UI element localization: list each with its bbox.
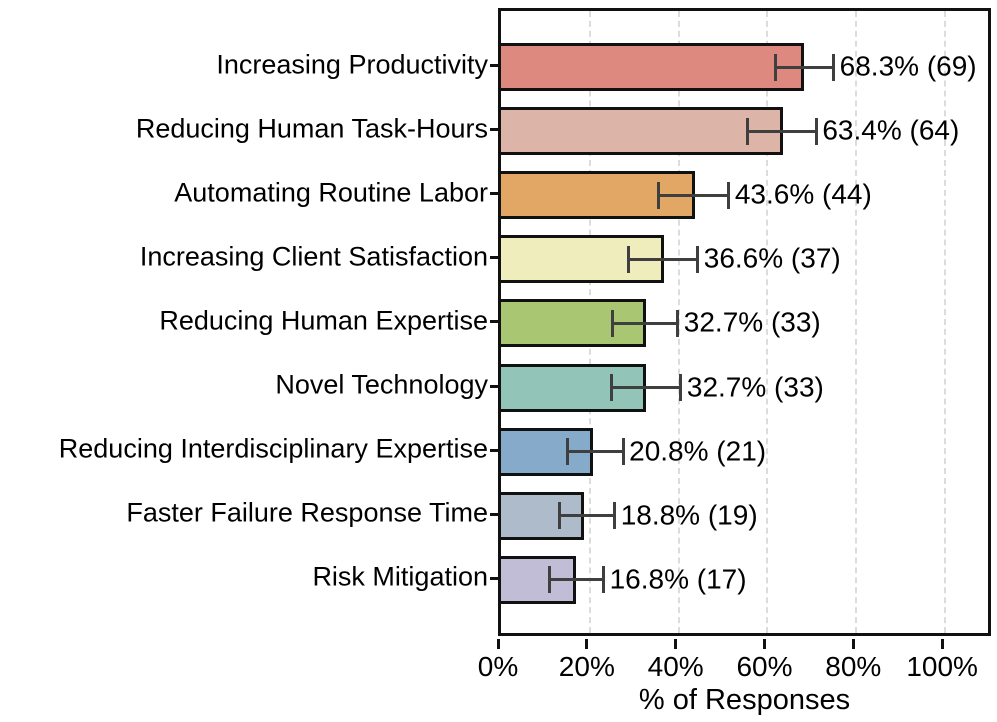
error-bar bbox=[775, 65, 834, 69]
error-bar-cap-low bbox=[746, 117, 750, 145]
bar bbox=[501, 107, 783, 156]
gridline-60 bbox=[766, 11, 769, 633]
error-bar-cap-high bbox=[676, 309, 680, 337]
y-tick-mark bbox=[490, 448, 498, 452]
plot-area: 68.3% (69) 63.4% (64) 43.6% (44) 36.6% (37)… bbox=[498, 8, 991, 636]
category-label: Increasing Productivity bbox=[216, 49, 488, 80]
x-tick-label: 60% bbox=[736, 651, 793, 682]
x-tick-mark bbox=[674, 639, 678, 649]
error-bar-cap-low bbox=[565, 438, 569, 466]
value-label: 18.8% (19) bbox=[620, 499, 758, 531]
error-bar-cap-low bbox=[610, 309, 614, 337]
category-label: Increasing Client Satisfaction bbox=[139, 241, 488, 272]
value-label: 32.7% (33) bbox=[683, 306, 821, 338]
y-tick-mark bbox=[490, 384, 498, 388]
category-label: Faster Failure Response Time bbox=[126, 497, 488, 528]
error-bar-cap-low bbox=[773, 53, 777, 81]
value-label: 68.3% (69) bbox=[839, 50, 977, 82]
x-tick-label: 0% bbox=[477, 651, 519, 682]
category-label: Automating Routine Labor bbox=[174, 177, 488, 208]
value-label: 32.7% (33) bbox=[686, 370, 824, 402]
error-bar-cap-high bbox=[814, 117, 818, 145]
value-label: 63.4% (64) bbox=[822, 114, 960, 146]
value-label: 36.6% (37) bbox=[703, 242, 841, 274]
y-tick-mark bbox=[490, 128, 498, 132]
category-label: Reducing Human Task-Hours bbox=[135, 113, 488, 144]
error-bar bbox=[559, 514, 615, 518]
x-axis-title: % of Responses bbox=[638, 684, 851, 716]
error-bar bbox=[612, 321, 678, 325]
value-label: 20.8% (21) bbox=[629, 435, 767, 467]
error-bar bbox=[658, 193, 729, 197]
x-tick-mark bbox=[940, 639, 944, 649]
category-label: Reducing Interdisciplinary Expertise bbox=[58, 433, 488, 464]
error-bar-cap-high bbox=[727, 181, 731, 209]
x-tick-mark bbox=[496, 639, 500, 649]
error-bar bbox=[628, 257, 698, 261]
y-tick-mark bbox=[490, 64, 498, 67]
x-tick-mark bbox=[851, 639, 855, 649]
error-bar-cap-high bbox=[602, 566, 606, 594]
error-bar-cap-high bbox=[832, 53, 836, 81]
error-bar-cap-high bbox=[613, 502, 617, 530]
error-bar bbox=[611, 386, 681, 389]
error-bar-cap-high bbox=[696, 245, 700, 273]
y-tick-mark bbox=[490, 256, 498, 260]
x-tick-mark bbox=[762, 639, 766, 649]
error-bar bbox=[549, 578, 604, 582]
error-bar-cap-low bbox=[657, 181, 661, 209]
error-bar-cap-low bbox=[548, 566, 552, 594]
error-bar-cap-high bbox=[679, 374, 683, 401]
error-bar-cap-low bbox=[610, 374, 614, 401]
x-tick-label: 80% bbox=[825, 651, 882, 682]
gridline-80 bbox=[855, 11, 858, 633]
x-tick-label: 40% bbox=[647, 651, 704, 682]
y-tick-mark bbox=[490, 320, 498, 324]
value-label: 16.8% (17) bbox=[609, 563, 747, 595]
x-tick-mark bbox=[585, 639, 589, 649]
x-tick-label: 100% bbox=[906, 651, 978, 682]
category-label: Reducing Human Expertise bbox=[159, 305, 488, 336]
error-bar bbox=[747, 129, 817, 133]
gridline-100 bbox=[944, 11, 947, 633]
error-bar-cap-high bbox=[621, 438, 625, 466]
bar bbox=[501, 43, 805, 91]
y-tick-mark bbox=[490, 576, 498, 580]
x-tick-label: 20% bbox=[558, 651, 615, 682]
value-label: 43.6% (44) bbox=[734, 178, 872, 210]
error-bar-cap-low bbox=[627, 245, 631, 273]
y-tick-mark bbox=[490, 192, 498, 196]
category-label: Novel Technology bbox=[275, 369, 488, 400]
error-bar-cap-low bbox=[558, 502, 562, 530]
error-bar bbox=[567, 450, 624, 454]
category-label: Risk Mitigation bbox=[312, 561, 488, 592]
y-tick-mark bbox=[490, 512, 498, 516]
